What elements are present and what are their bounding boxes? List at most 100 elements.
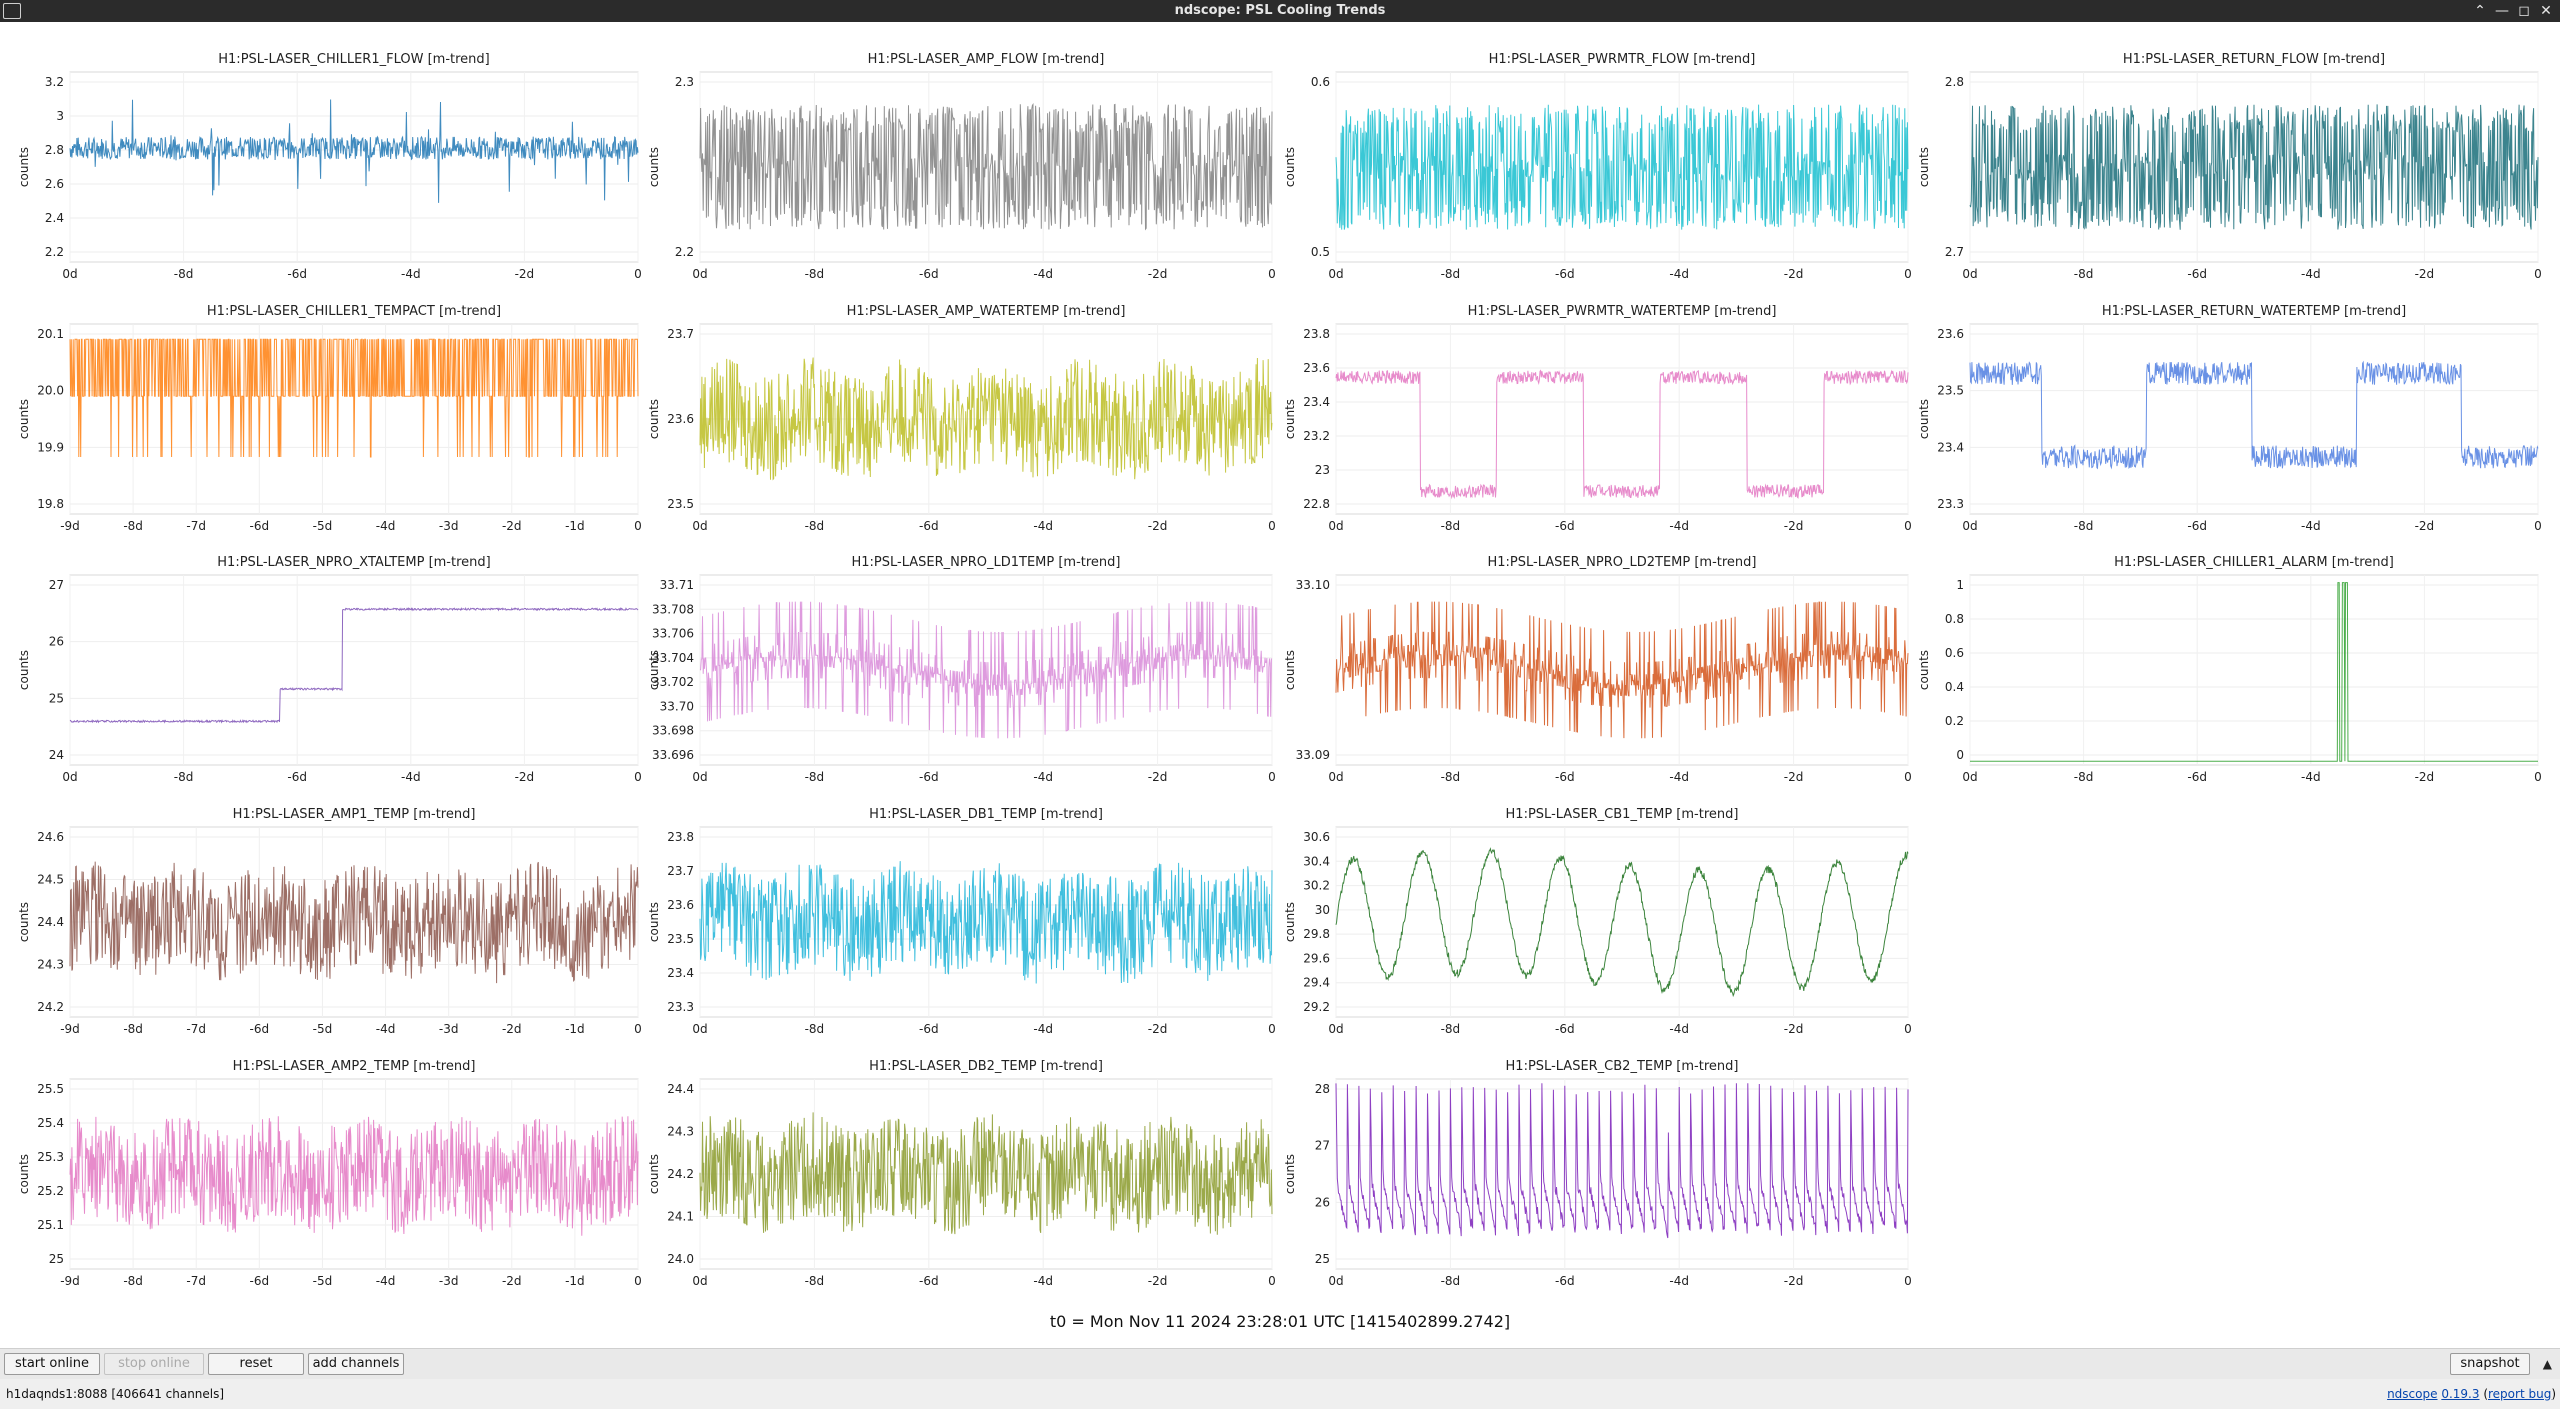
plot-title: H1:PSL-LASER_AMP_WATERTEMP [m-trend]: [847, 304, 1126, 319]
trend-trace: [699, 861, 1273, 984]
trend-trace: [1335, 1083, 1909, 1239]
version-link[interactable]: 0.19.3: [2441, 1387, 2480, 1401]
y-tick-label: 2.8: [1945, 75, 1964, 89]
trend-trace: [699, 357, 1273, 481]
add-channels-button[interactable]: add channels: [308, 1353, 404, 1375]
trend-trace: [1969, 360, 2539, 470]
x-tick-label: 0d: [692, 1274, 707, 1288]
y-tick-label: 23.4: [1303, 395, 1330, 409]
x-tick-label: -6d: [1555, 267, 1575, 281]
plot-panel[interactable]: H1:PSL-LASER_RETURN_FLOW [m-trend] counts…: [1917, 52, 2542, 281]
plot-title: H1:PSL-LASER_NPRO_XTALTEMP [m-trend]: [217, 555, 490, 570]
window-shade-button[interactable]: ⌃: [2474, 3, 2486, 19]
y-tick-label: 33.698: [652, 724, 694, 738]
y-tick-label: 23.4: [1937, 440, 1964, 454]
report-bug-link[interactable]: report bug: [2488, 1387, 2552, 1401]
x-tick-label: -2d: [515, 770, 535, 784]
x-tick-label: -2d: [1784, 1022, 1804, 1036]
server-status: h1daqnds1:8088 [406641 channels]: [6, 1387, 225, 1401]
plot-panel[interactable]: H1:PSL-LASER_AMP_FLOW [m-trend] counts 2.3…: [647, 52, 1276, 281]
y-tick-label: 0.6: [1311, 75, 1330, 89]
trend-trace: [699, 1112, 1273, 1235]
x-tick-label: -4d: [376, 1022, 396, 1036]
plot-title: H1:PSL-LASER_PWRMTR_FLOW [m-trend]: [1489, 52, 1756, 67]
x-tick-label: -8d: [2074, 770, 2094, 784]
y-tick-label: 30.6: [1303, 830, 1330, 844]
x-tick-label: -8d: [123, 519, 143, 533]
x-tick-label: 0: [1268, 519, 1276, 533]
plot-title: H1:PSL-LASER_AMP1_TEMP [m-trend]: [233, 807, 476, 822]
x-tick-label: -6d: [919, 519, 939, 533]
plot-panel[interactable]: H1:PSL-LASER_AMP1_TEMP [m-trend] counts 24…: [17, 807, 642, 1036]
y-tick-label: 2.2: [675, 245, 694, 259]
window-maximize-button[interactable]: ◻: [2518, 3, 2530, 19]
y-tick-label: 20.0: [37, 384, 64, 398]
x-tick-label: -4d: [2301, 770, 2321, 784]
x-tick-label: -2d: [502, 1274, 522, 1288]
y-axis-label: counts: [647, 650, 661, 690]
plot-panel[interactable]: H1:PSL-LASER_CHILLER1_ALARM [m-trend] cou…: [1917, 555, 2542, 784]
x-tick-label: -4d: [2301, 519, 2321, 533]
y-tick-label: 23.8: [667, 830, 694, 844]
plot-panel[interactable]: H1:PSL-LASER_AMP_WATERTEMP [m-trend] coun…: [647, 304, 1276, 533]
x-tick-label: 0: [1268, 770, 1276, 784]
x-tick-label: -5d: [313, 1274, 333, 1288]
x-tick-label: 0: [2534, 519, 2542, 533]
plot-title: H1:PSL-LASER_AMP2_TEMP [m-trend]: [233, 1059, 476, 1074]
x-tick-label: -8d: [1441, 1274, 1461, 1288]
plot-panel[interactable]: H1:PSL-LASER_CB2_TEMP [m-trend] counts 28 2…: [1283, 1059, 1912, 1288]
y-tick-label: 33.706: [652, 627, 694, 641]
plot-panel[interactable]: H1:PSL-LASER_CB1_TEMP [m-trend] counts 30.…: [1283, 807, 1912, 1036]
y-tick-label: 3: [56, 109, 64, 123]
x-tick-label: -4d: [1033, 1274, 1053, 1288]
plot-panel[interactable]: H1:PSL-LASER_NPRO_LD2TEMP [m-trend] count…: [1283, 555, 1912, 784]
plot-panel[interactable]: H1:PSL-LASER_DB2_TEMP [m-trend] counts 24.…: [647, 1059, 1276, 1288]
x-tick-label: -2d: [2415, 519, 2435, 533]
y-axis-label: counts: [17, 902, 31, 942]
y-tick-label: 0.6: [1945, 646, 1964, 660]
plot-panel[interactable]: H1:PSL-LASER_NPRO_XTALTEMP [m-trend] coun…: [17, 555, 642, 784]
x-tick-label: -2d: [502, 1022, 522, 1036]
y-tick-label: 33.71: [660, 578, 694, 592]
plot-title: H1:PSL-LASER_PWRMTR_WATERTEMP [m-trend]: [1468, 304, 1777, 319]
start-online-button[interactable]: start online: [4, 1353, 100, 1375]
window-close-button[interactable]: ✕: [2540, 3, 2552, 19]
x-tick-label: -6d: [287, 267, 307, 281]
y-tick-label: 33.708: [652, 602, 694, 616]
x-tick-label: -6d: [919, 1022, 939, 1036]
x-tick-label: 0: [634, 1022, 642, 1036]
y-axis-label: counts: [647, 399, 661, 439]
y-tick-label: 24.2: [37, 1000, 64, 1014]
x-tick-label: 0: [634, 770, 642, 784]
x-tick-label: -2d: [1784, 267, 1804, 281]
plot-frame: [1335, 323, 1909, 515]
x-tick-label: -8d: [805, 1274, 825, 1288]
window-minimize-button[interactable]: —: [2495, 3, 2509, 19]
x-tick-label: -4d: [1669, 519, 1689, 533]
plot-panel[interactable]: H1:PSL-LASER_CHILLER1_FLOW [m-trend] coun…: [17, 52, 642, 281]
t0-label: t0 = Mon Nov 11 2024 23:28:01 UTC [14154…: [1049, 1312, 1511, 1331]
plot-panel[interactable]: H1:PSL-LASER_CHILLER1_TEMPACT [m-trend] c…: [17, 304, 642, 533]
plot-title: H1:PSL-LASER_CHILLER1_FLOW [m-trend]: [218, 52, 489, 67]
plot-panel[interactable]: H1:PSL-LASER_PWRMTR_WATERTEMP [m-trend] c…: [1283, 304, 1912, 533]
version-info: ndscope 0.19.3 (report bug): [2387, 1387, 2556, 1401]
y-tick-label: 23.3: [667, 1000, 694, 1014]
snapshot-button[interactable]: snapshot: [2450, 1353, 2530, 1375]
stop-online-button[interactable]: stop online: [104, 1353, 204, 1375]
plot-panel[interactable]: H1:PSL-LASER_PWRMTR_FLOW [m-trend] counts…: [1283, 52, 1912, 281]
x-tick-label: 0: [1904, 770, 1912, 784]
plot-panel[interactable]: H1:PSL-LASER_DB1_TEMP [m-trend] counts 23.…: [647, 807, 1276, 1036]
x-tick-label: -8d: [1441, 519, 1461, 533]
plot-panel[interactable]: H1:PSL-LASER_NPRO_LD1TEMP [m-trend] count…: [647, 555, 1276, 784]
y-tick-label: 24.3: [667, 1125, 694, 1139]
plot-panel[interactable]: H1:PSL-LASER_RETURN_WATERTEMP [m-trend] c…: [1917, 304, 2542, 533]
x-tick-label: -8d: [174, 770, 194, 784]
trend-trace: [69, 99, 639, 203]
reset-button[interactable]: reset: [208, 1353, 304, 1375]
x-tick-label: -6d: [1555, 1022, 1575, 1036]
x-tick-label: -2d: [1148, 1274, 1168, 1288]
app-name-link[interactable]: ndscope: [2387, 1387, 2438, 1401]
collapse-icon[interactable]: ▲: [2542, 1357, 2552, 1371]
plot-panel[interactable]: H1:PSL-LASER_AMP2_TEMP [m-trend] counts 25…: [17, 1059, 642, 1288]
y-tick-label: 29.4: [1303, 976, 1330, 990]
